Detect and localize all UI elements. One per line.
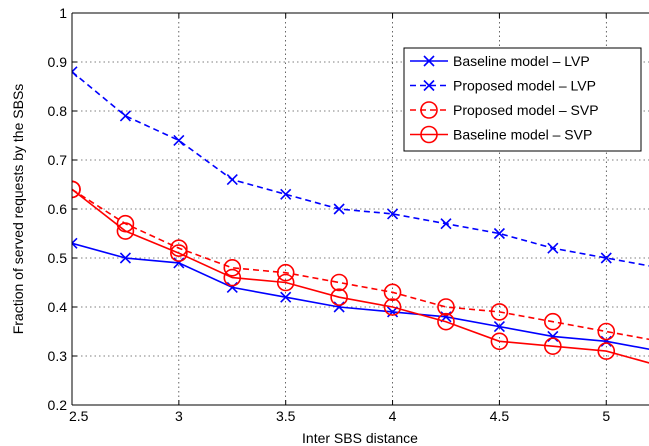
data-point xyxy=(226,174,238,186)
legend-marker xyxy=(420,125,438,144)
y-tick-label: 0.5 xyxy=(48,250,68,266)
x-axis-label: Inter SBS distance xyxy=(302,430,418,446)
series-3 xyxy=(72,180,649,341)
legend-marker xyxy=(423,55,435,67)
series-layer xyxy=(72,66,649,364)
data-point xyxy=(330,288,348,307)
legend-entry: Baseline model – SVP xyxy=(410,125,592,144)
x-tick-label: 3.5 xyxy=(276,408,296,424)
data-point xyxy=(386,208,399,220)
y-tick-label: 0.6 xyxy=(48,201,68,217)
data-point xyxy=(223,258,242,277)
series-line xyxy=(72,71,649,267)
data-point xyxy=(597,322,616,341)
y-tick-label: 1 xyxy=(59,5,67,21)
legend-entry: Baseline model – LVP xyxy=(410,53,590,69)
data-point xyxy=(72,237,78,249)
data-point xyxy=(280,291,292,303)
data-point xyxy=(170,244,188,262)
axes: 2.5 3 3.5 4 4.5 5 0.2 0.3 0.4 0.5 0.6 0.7 0.8 0.9 1 xyxy=(48,5,649,424)
y-axis-label: Fraction of served requests by the SBSs xyxy=(10,84,26,335)
legend-marker xyxy=(420,101,438,119)
data-point xyxy=(493,321,505,333)
y-tick-label: 0.2 xyxy=(48,397,68,413)
legend-entry: Proposed model – LVP xyxy=(410,78,596,94)
data-point xyxy=(330,273,348,292)
legend-marker xyxy=(423,79,435,92)
legend: Baseline model – LVP Proposed model – LVP… xyxy=(403,47,642,152)
legend-label: Proposed model – SVP xyxy=(453,102,599,118)
data-point xyxy=(119,110,131,122)
series-line xyxy=(72,188,649,364)
data-point xyxy=(490,303,509,321)
data-point xyxy=(547,242,559,254)
legend-label: Proposed model – LVP xyxy=(453,78,596,94)
data-point xyxy=(383,283,402,302)
series-1 xyxy=(72,237,649,350)
series-line xyxy=(72,242,649,350)
legend-label: Baseline model – SVP xyxy=(453,127,592,143)
y-tick-label: 0.3 xyxy=(48,348,68,364)
legend-label: Baseline model – LVP xyxy=(453,53,590,69)
series-2 xyxy=(72,66,649,267)
series-line xyxy=(72,188,649,341)
data-point xyxy=(280,188,292,200)
series-4 xyxy=(72,180,649,364)
data-point xyxy=(597,342,616,360)
data-point xyxy=(490,332,509,351)
y-tick-label: 0.9 xyxy=(48,54,68,70)
data-point xyxy=(383,298,402,316)
data-point xyxy=(173,134,185,146)
data-point xyxy=(544,337,562,356)
data-point xyxy=(333,203,345,215)
data-point xyxy=(72,66,78,78)
data-point xyxy=(437,312,455,331)
data-point xyxy=(276,273,295,292)
data-point xyxy=(223,268,242,287)
data-point xyxy=(116,222,135,240)
data-point xyxy=(170,239,188,257)
data-point xyxy=(544,312,562,331)
data-point xyxy=(493,227,505,240)
y-tick-label: 0.4 xyxy=(48,299,68,315)
legend-entry: Proposed model – SVP xyxy=(410,101,599,119)
data-point xyxy=(119,252,131,264)
x-tick-label: 2.5 xyxy=(69,408,89,424)
y-tick-label: 0.8 xyxy=(48,103,68,119)
x-tick-label: 4.5 xyxy=(490,408,510,424)
data-point xyxy=(437,298,455,316)
data-point xyxy=(440,218,452,230)
y-tick-label: 0.7 xyxy=(48,152,68,168)
x-tick-label: 3 xyxy=(175,408,183,424)
data-point xyxy=(276,263,295,282)
x-tick-label: 4 xyxy=(389,408,397,424)
data-point xyxy=(600,252,612,264)
x-tick-label: 5 xyxy=(602,408,610,424)
data-point xyxy=(72,180,81,199)
